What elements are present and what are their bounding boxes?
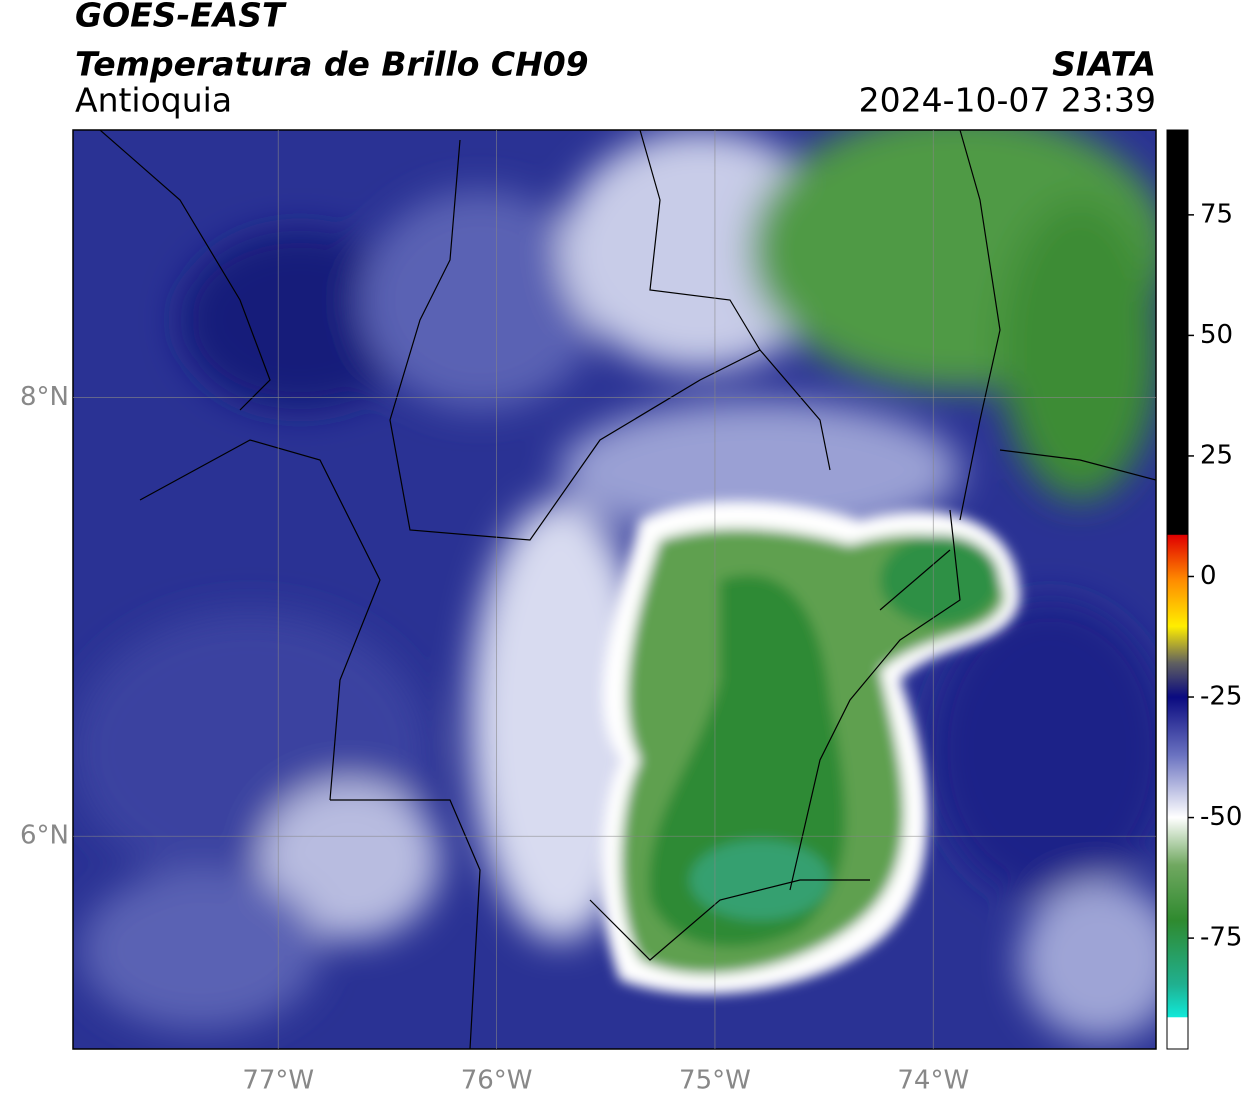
colorbar-tick-label: 25 xyxy=(1200,440,1233,470)
source: SIATA xyxy=(1052,45,1156,84)
title: GOES-EAST xyxy=(75,0,287,35)
region: Antioquia xyxy=(75,81,232,120)
x-tick-label: 74°W xyxy=(897,1066,969,1096)
colorbar-tick-label: 50 xyxy=(1200,320,1233,350)
colorbar-tick-label: -75 xyxy=(1200,923,1242,953)
colorbar-tick-label: 0 xyxy=(1200,561,1217,591)
colorbar-tick-label: -25 xyxy=(1200,682,1242,712)
colorbar-tick-label: 75 xyxy=(1200,199,1233,229)
colorbar xyxy=(1166,129,1189,1050)
x-tick-label: 76°W xyxy=(461,1066,533,1096)
x-tick-label: 75°W xyxy=(679,1066,751,1096)
map-frame xyxy=(72,129,1157,1050)
y-tick-label: 6°N xyxy=(20,821,69,851)
x-tick-label: 77°W xyxy=(242,1066,314,1096)
subtitle: Temperatura de Brillo CH09 xyxy=(75,45,589,84)
colorbar-tick-label: -50 xyxy=(1200,802,1242,832)
datetime: 2024-10-07 23:39 xyxy=(859,81,1156,120)
satellite-image xyxy=(73,130,1156,1049)
y-tick-label: 8°N xyxy=(20,382,69,412)
